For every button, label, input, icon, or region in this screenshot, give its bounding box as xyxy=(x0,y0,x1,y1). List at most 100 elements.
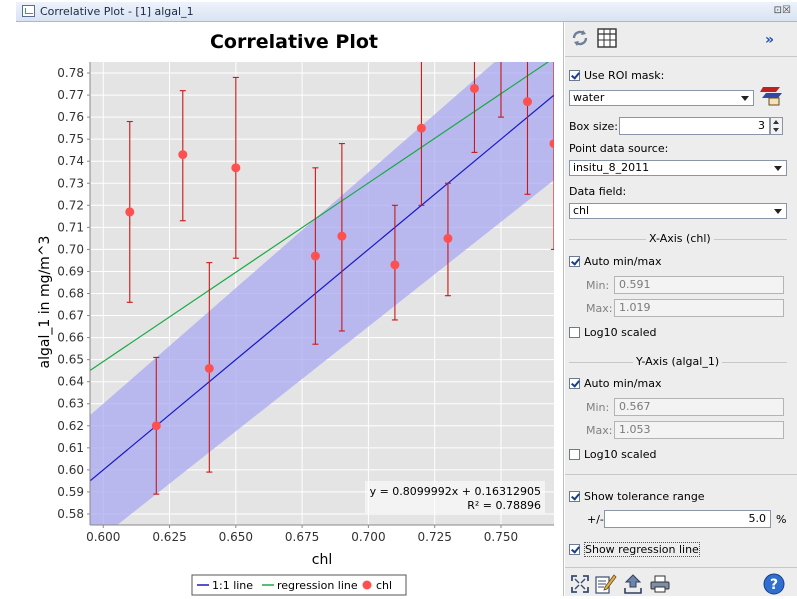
tolerance-band xyxy=(90,62,554,525)
legend-1to1: 1:1 line xyxy=(212,579,253,592)
chevron-down-icon xyxy=(774,209,782,214)
point-data-source-value: insitu_8_2011 xyxy=(573,161,650,174)
point-marker xyxy=(204,363,214,373)
x-max-input[interactable]: 1.019 xyxy=(614,299,784,317)
regression-label: Show regression line xyxy=(584,541,700,557)
point-marker xyxy=(337,231,347,241)
y-tick-label: 0.66 xyxy=(57,331,84,345)
point-marker xyxy=(231,163,241,173)
legend-regression: regression line xyxy=(277,579,358,592)
x-tick-label: 0.625 xyxy=(152,530,186,544)
edit-icon[interactable] xyxy=(595,574,617,594)
y-tick-label: 0.59 xyxy=(57,485,84,499)
tolerance-label: Show tolerance range xyxy=(584,489,705,503)
export-icon[interactable] xyxy=(623,574,643,594)
help-icon[interactable]: ? xyxy=(763,573,785,595)
data-point[interactable] xyxy=(496,22,505,118)
left-edge xyxy=(0,0,16,596)
x-max-label: Max: xyxy=(586,302,613,315)
regression-checkbox[interactable] xyxy=(569,543,580,555)
spinner-down-icon[interactable] xyxy=(773,128,779,132)
x-tick-label: 0.675 xyxy=(285,530,319,544)
x-auto-minmax-label: Auto min/max xyxy=(584,254,662,268)
data-point[interactable] xyxy=(231,76,241,259)
point-marker xyxy=(496,46,505,55)
tolerance-input[interactable]: 5.0 xyxy=(604,510,771,528)
data-point[interactable] xyxy=(522,22,532,195)
x-log-row[interactable]: Log10 scaled xyxy=(569,325,656,339)
point-data-source-select[interactable]: insitu_8_2011 xyxy=(569,160,787,176)
data-point[interactable] xyxy=(416,51,426,206)
y-min-input[interactable]: 0.567 xyxy=(614,398,784,416)
y-auto-minmax-row[interactable]: Auto min/max xyxy=(569,376,661,390)
x-auto-minmax-checkbox[interactable] xyxy=(569,255,580,267)
y-auto-minmax-checkbox[interactable] xyxy=(569,377,580,389)
point-marker xyxy=(151,421,161,431)
box-size-input[interactable]: 3 xyxy=(619,117,770,135)
table-icon[interactable] xyxy=(597,28,617,48)
legend-chl: chl xyxy=(376,579,392,592)
tolerance-row[interactable]: Show tolerance range xyxy=(569,489,705,503)
point-data-source-label: Point data source: xyxy=(569,142,669,155)
point-marker xyxy=(125,207,135,217)
point-marker xyxy=(416,123,426,133)
y-max-label: Max: xyxy=(586,424,613,437)
data-point[interactable] xyxy=(549,29,559,250)
data-point[interactable] xyxy=(178,90,188,222)
title-bar[interactable]: Correlative Plot - [1] algal_1 ⊡☒ xyxy=(16,2,797,22)
data-point[interactable] xyxy=(204,262,214,473)
data-point[interactable] xyxy=(125,120,135,303)
point-marker xyxy=(443,233,453,243)
expand-panel-button[interactable]: » xyxy=(765,32,775,48)
y-tick-label: 0.77 xyxy=(57,88,84,102)
chart-window-icon xyxy=(22,5,35,17)
data-point[interactable] xyxy=(469,29,479,153)
x-tick-label: 0.725 xyxy=(418,530,452,544)
y-min-label: Min: xyxy=(586,401,610,414)
use-roi-mask-checkbox[interactable] xyxy=(569,69,580,81)
correlative-chart[interactable]: Correlative Plot 0.600 0.625 0.650 0.675 0.7… xyxy=(16,22,564,596)
data-point[interactable] xyxy=(337,143,347,332)
legend-swatch-chl xyxy=(362,580,372,590)
y-tick-label: 0.70 xyxy=(57,242,84,256)
refresh-icon[interactable] xyxy=(571,29,589,47)
data-point[interactable] xyxy=(151,356,161,495)
x-auto-minmax-row[interactable]: Auto min/max xyxy=(569,254,661,268)
tolerance-pm-label: +/- xyxy=(587,513,604,526)
data-point[interactable] xyxy=(443,182,453,297)
use-roi-mask-label: Use ROI mask: xyxy=(584,68,665,82)
spinner-up-icon[interactable] xyxy=(773,120,779,124)
y-axis-ticks: 0.58 0.59 0.60 0.61 0.62 0.63 0.64 0.65 0.66 0.67… xyxy=(57,66,90,521)
y-tick-label: 0.74 xyxy=(57,154,84,168)
y-log-row[interactable]: Log10 scaled xyxy=(569,447,656,461)
y-log-checkbox[interactable] xyxy=(569,448,580,460)
box-size-label: Box size: xyxy=(569,120,618,133)
data-point[interactable] xyxy=(310,167,320,345)
y-max-input[interactable]: 1.053 xyxy=(614,421,784,439)
x-min-label: Min: xyxy=(586,279,610,292)
use-roi-mask-row[interactable]: Use ROI mask: xyxy=(569,68,664,82)
point-marker xyxy=(310,251,320,261)
regression-row[interactable]: Show regression line xyxy=(569,541,700,557)
print-icon[interactable] xyxy=(650,575,670,593)
mask-manager-icon[interactable] xyxy=(760,84,784,106)
tolerance-checkbox[interactable] xyxy=(569,490,580,502)
plot-pane: Correlative Plot 0.600 0.625 0.650 0.675 0.7… xyxy=(16,22,564,596)
window-controls[interactable]: ⊡☒ xyxy=(773,5,791,16)
zoom-all-icon[interactable] xyxy=(571,575,589,593)
point-marker xyxy=(522,97,532,107)
tolerance-unit: % xyxy=(776,513,787,526)
x-log-checkbox[interactable] xyxy=(569,326,580,338)
y-auto-minmax-label: Auto min/max xyxy=(584,376,662,390)
y-tick-label: 0.68 xyxy=(57,287,84,301)
data-point[interactable] xyxy=(390,204,400,321)
box-size-spinner[interactable] xyxy=(770,117,783,135)
x-min-input[interactable]: 0.591 xyxy=(614,276,784,294)
y-tick-label: 0.60 xyxy=(57,463,84,477)
data-field-select[interactable]: chl xyxy=(569,203,787,219)
x-axis-label: chl xyxy=(312,552,332,568)
roi-mask-select[interactable]: water xyxy=(569,90,754,106)
y-tick-label: 0.78 xyxy=(57,66,84,80)
x-axis-section-title: X-Axis (chl) xyxy=(646,232,714,245)
